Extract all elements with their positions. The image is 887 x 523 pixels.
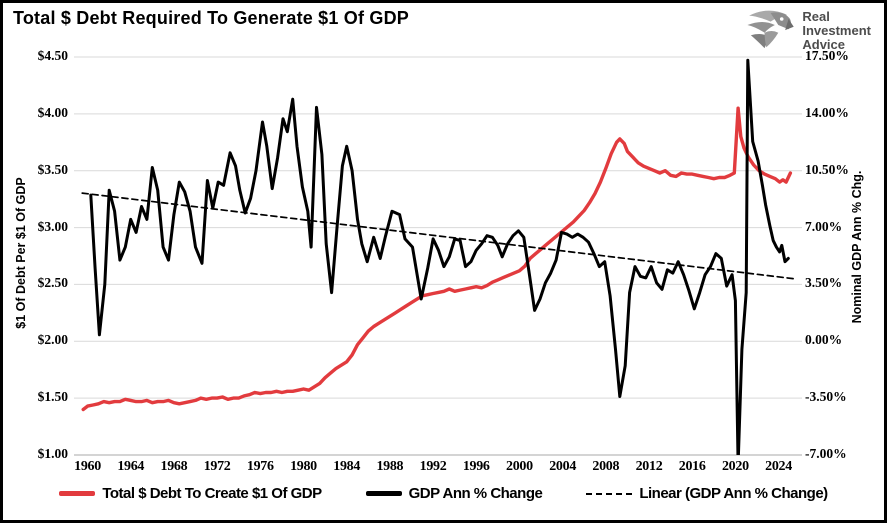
x-tick-label: 2004	[549, 459, 577, 474]
left-axis-title: $1 Of Debt Per $1 Of GDP	[14, 177, 28, 329]
series-debt-line	[81, 106, 793, 412]
right-tick-label: 3.50%	[805, 275, 843, 291]
eagle-icon	[747, 10, 795, 49]
legend-item-linear: Linear (GDP Ann % Change)	[586, 485, 828, 502]
x-tick-label: 2016	[678, 459, 706, 474]
x-tick-label: 1976	[246, 459, 274, 474]
legend-item-debt: Total $ Debt To Create $1 Of GDP	[59, 485, 322, 502]
linear-line-swatch	[586, 492, 633, 495]
right-axis-title: Nominal GDP Ann % Chg.	[850, 170, 864, 324]
legend-label-debt: Total $ Debt To Create $1 Of GDP	[102, 485, 322, 502]
chart-title: Total $ Debt Required To Generate $1 Of …	[13, 8, 410, 28]
left-tick-label: $4.50	[37, 48, 68, 63]
x-tick-label: 1988	[376, 459, 404, 474]
right-tick-label: 7.00%	[805, 218, 843, 234]
right-tick-label: 0.00%	[805, 332, 843, 348]
x-tick-label: 1980	[290, 459, 317, 474]
left-tick-label: $3.00	[37, 218, 68, 234]
brand-name: Real Investment Advice	[802, 8, 871, 53]
legend: Total $ Debt To Create $1 Of GDP GDP Ann…	[0, 485, 887, 502]
gdp-line-swatch	[365, 491, 402, 496]
series-trend-line	[81, 192, 795, 280]
legend-item-gdp: GDP Ann % Change	[365, 485, 543, 502]
brand-line-1: Real	[802, 8, 830, 24]
x-tick-label: 1996	[462, 459, 490, 474]
x-tick-label: 1972	[203, 459, 231, 474]
x-tick-label: 1992	[419, 459, 447, 474]
x-tick-label: 1964	[117, 459, 145, 474]
x-tick-label: 2008	[592, 459, 620, 474]
series-gdp-line	[89, 58, 790, 455]
x-tick-label: 2012	[635, 459, 663, 474]
right-tick-label: -3.50%	[805, 389, 847, 405]
x-tick-label: 2024	[765, 459, 792, 474]
left-tick-label: $2.50	[37, 275, 68, 291]
brand-logo: Real Investment Advice	[741, 7, 871, 55]
debt-line-swatch	[59, 491, 96, 496]
left-tick-label: $1.50	[37, 389, 68, 405]
left-tick-label: $1.00	[37, 446, 68, 461]
legend-label-linear: Linear (GDP Ann % Change)	[639, 485, 828, 502]
right-tick-label: -7.00%	[805, 446, 847, 461]
right-tick-label: 17.50%	[805, 48, 849, 63]
legend-label-gdp: GDP Ann % Change	[408, 485, 543, 502]
x-tick-label: 1984	[333, 459, 361, 474]
left-tick-label: $3.50	[37, 161, 68, 177]
x-tick-label: 1968	[160, 459, 188, 474]
x-tick-label: 2020	[721, 459, 749, 474]
right-tick-label: 10.50%	[805, 161, 849, 177]
left-tick-label: $4.00	[37, 104, 68, 120]
x-tick-label: 2000	[506, 459, 533, 474]
x-tick-label: 1960	[74, 459, 101, 474]
brand-line-2: Investment	[802, 22, 871, 38]
left-tick-label: $2.00	[37, 332, 68, 348]
right-tick-label: 14.00%	[805, 104, 849, 120]
brand-line-3: Advice	[802, 37, 845, 53]
